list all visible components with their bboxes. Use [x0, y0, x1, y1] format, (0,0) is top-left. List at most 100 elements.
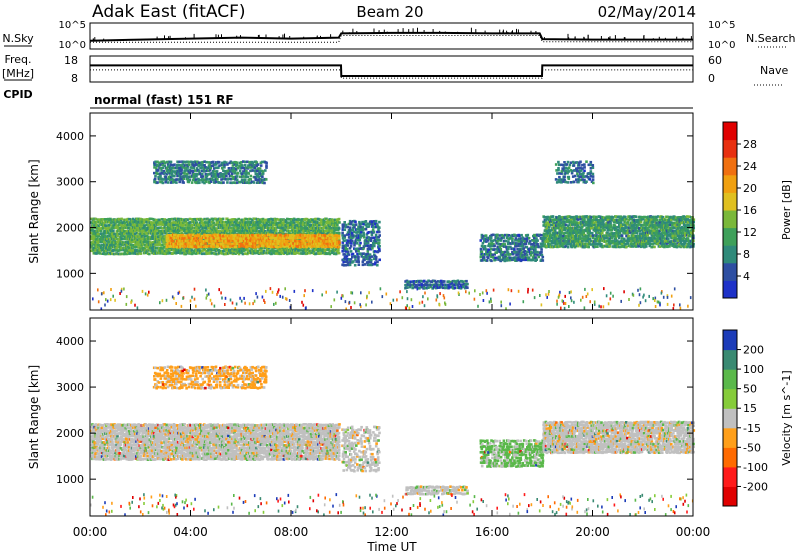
power-cell — [203, 181, 206, 185]
power-cell — [536, 253, 539, 257]
power-cell — [275, 229, 278, 232]
power-cell — [249, 217, 252, 221]
power-cell — [217, 245, 220, 248]
power-cell — [489, 236, 493, 239]
power-cell — [121, 229, 125, 233]
power-cell — [283, 245, 287, 248]
power-cell — [490, 242, 493, 245]
power-cell — [373, 253, 376, 256]
power-cell — [161, 227, 165, 230]
power-cell — [275, 226, 278, 229]
power-cell — [499, 248, 503, 251]
power-cell — [113, 252, 116, 256]
power-cell — [135, 245, 138, 249]
power-cell — [525, 253, 529, 257]
power-cell — [252, 242, 255, 245]
power-cell — [302, 221, 305, 225]
power-cell — [136, 217, 139, 221]
power-cell — [282, 248, 286, 252]
power-cell — [222, 236, 225, 240]
power-cell — [195, 167, 199, 170]
power-cell — [167, 177, 171, 181]
power-cell — [309, 228, 313, 232]
power-cell — [193, 249, 197, 252]
power-cell — [371, 262, 375, 266]
power-cell — [211, 169, 215, 173]
power-cell — [490, 233, 493, 237]
power-cell — [354, 241, 357, 245]
power-cell — [507, 242, 510, 245]
power-cell — [182, 248, 185, 252]
power-cell — [349, 239, 353, 242]
power-cell — [346, 250, 350, 254]
power-cell — [305, 228, 308, 232]
power-cell — [364, 227, 368, 231]
power-cell — [261, 160, 264, 164]
power-cell — [364, 223, 368, 227]
power-cell — [255, 161, 259, 164]
power-cell — [370, 233, 374, 236]
power-cell — [527, 236, 531, 240]
power-cell — [120, 246, 123, 250]
power-cell — [162, 169, 166, 173]
power-cell — [241, 175, 245, 178]
power-cell — [171, 239, 175, 243]
power-cell — [264, 243, 268, 246]
power-cell — [261, 170, 265, 173]
power-cell — [165, 221, 169, 225]
power-cell — [159, 163, 163, 166]
power-cell — [355, 260, 358, 263]
power-cell — [378, 230, 381, 234]
power-cell — [222, 221, 226, 224]
power-cell — [247, 164, 250, 167]
power-cell — [284, 218, 288, 222]
power-cell — [180, 169, 183, 172]
power-cell — [202, 221, 205, 224]
power-cell — [163, 161, 167, 165]
power-cell — [203, 249, 206, 252]
power-cell — [259, 161, 263, 164]
power-cell — [360, 253, 363, 256]
power-cell — [215, 227, 219, 230]
power-cell — [161, 181, 165, 185]
power-cell — [170, 176, 173, 179]
power-cell — [245, 166, 248, 170]
power-cell — [276, 218, 279, 221]
power-cell — [236, 166, 240, 170]
power-cell — [249, 178, 252, 181]
power-cell — [317, 245, 320, 248]
power-cell — [362, 236, 366, 239]
power-cell — [133, 246, 136, 249]
power-cell — [203, 164, 206, 167]
power-cell — [101, 237, 105, 241]
power-cell — [167, 229, 170, 232]
power-cell — [341, 241, 345, 244]
power-cell — [197, 161, 201, 165]
power-cell — [492, 242, 495, 246]
power-cell — [229, 177, 233, 181]
power-cell — [197, 239, 201, 242]
power-cell — [355, 250, 358, 253]
power-cell — [218, 249, 222, 253]
power-cell — [345, 255, 349, 258]
power-cell — [323, 241, 326, 245]
power-cell — [245, 169, 248, 173]
power-cell — [166, 252, 169, 255]
power-cell — [101, 218, 105, 221]
power-cell — [522, 247, 525, 250]
power-cell — [121, 243, 124, 247]
power-cell — [449, 280, 452, 284]
power-cell — [130, 235, 134, 239]
power-cell — [96, 238, 99, 241]
power-cell — [378, 249, 381, 253]
power-cell — [141, 243, 145, 246]
power-cell — [261, 181, 265, 185]
power-cell — [378, 258, 381, 262]
power-cell — [368, 222, 372, 226]
power-cell — [335, 234, 339, 237]
power-cell — [251, 161, 255, 165]
power-cell — [206, 230, 209, 233]
power-cell — [224, 169, 227, 173]
power-cell — [190, 160, 193, 164]
power-cell — [360, 222, 363, 226]
